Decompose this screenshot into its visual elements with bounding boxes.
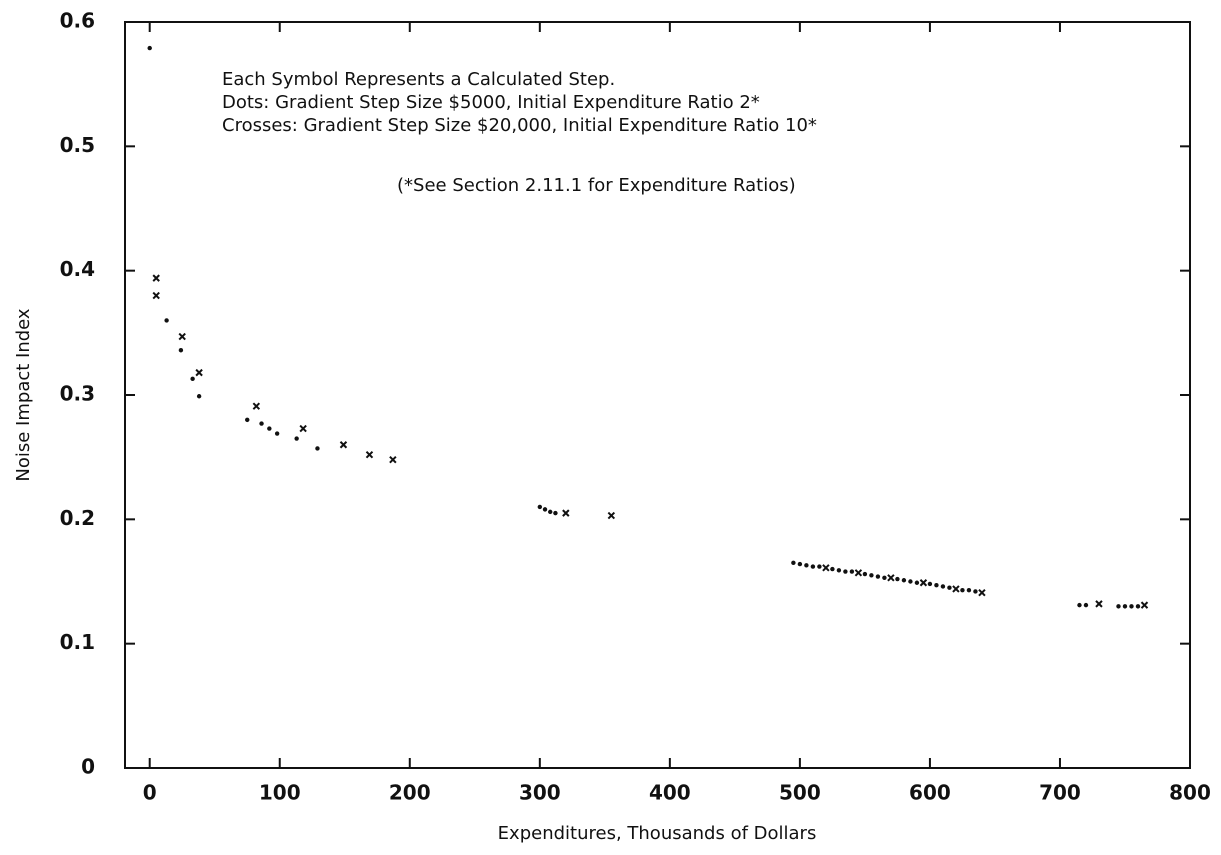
dot-marker: [1116, 604, 1121, 609]
annotation: Crosses: Gradient Step Size $20,000, Ini…: [222, 115, 817, 136]
dot-marker: [1129, 604, 1134, 609]
x-tick-label: 800: [1169, 781, 1211, 805]
dot-marker: [791, 560, 796, 566]
dot-marker: [947, 585, 952, 590]
cross-marker: [152, 274, 160, 282]
dot-marker: [966, 588, 972, 593]
y-tick-label: 0.2: [60, 506, 95, 530]
x-tick-label: 700: [1039, 781, 1081, 805]
dot-marker: [901, 578, 907, 583]
cross-marker: [299, 424, 307, 433]
y-tick-label: 0.4: [60, 257, 95, 281]
y-tick-label: 0.5: [60, 133, 95, 157]
cross-marker: [607, 511, 616, 520]
dot-marker: [810, 564, 816, 569]
y-tick-label: 0.6: [60, 9, 95, 33]
x-tick-label: 400: [649, 781, 691, 805]
x-axis-label: Expenditures, Thousands of Dollars: [498, 823, 817, 844]
dot-marker: [178, 348, 184, 353]
dot-marker: [869, 573, 874, 578]
dot-marker: [882, 575, 887, 580]
dot-marker: [190, 376, 195, 382]
dot-marker: [830, 566, 835, 572]
dot-marker: [804, 563, 809, 568]
dot-marker: [908, 579, 913, 584]
dot-marker: [1122, 604, 1128, 609]
cross-marker: [887, 574, 895, 582]
dot-marker: [973, 589, 978, 594]
dot-marker: [836, 568, 842, 573]
cross-marker: [1140, 601, 1149, 609]
dot-marker: [542, 507, 548, 512]
x-tick-label: 500: [779, 781, 821, 805]
cross-marker: [1095, 600, 1103, 608]
dot-marker: [914, 580, 920, 585]
cross-marker: [919, 579, 928, 587]
cross-marker: [178, 332, 186, 341]
cross-marker: [152, 291, 160, 300]
dot-marker: [196, 394, 202, 399]
dot-marker: [934, 583, 939, 588]
dot-marker: [895, 576, 900, 582]
dot-marker: [267, 426, 272, 431]
dot-marker: [797, 561, 803, 567]
dot-marker: [843, 569, 848, 574]
dot-marker: [849, 569, 855, 574]
annotation: Dots: Gradient Step Size $5000, Initial …: [222, 92, 760, 113]
y-tick-label: 0.3: [60, 382, 95, 406]
cross-marker: [389, 455, 397, 464]
dot-marker: [1077, 602, 1082, 608]
dot-marker: [537, 504, 543, 510]
x-tick-label: 600: [909, 781, 951, 805]
dot-marker: [553, 510, 558, 516]
dot-marker: [875, 574, 881, 579]
cross-marker: [562, 509, 570, 517]
dot-marker: [940, 584, 946, 589]
cross-marker: [854, 569, 863, 577]
dot-marker: [245, 417, 250, 423]
y-tick-label: 0.1: [60, 630, 95, 654]
cross-marker: [339, 441, 348, 449]
cross-marker: [195, 368, 203, 377]
x-tick-label: 200: [389, 781, 431, 805]
dot-marker: [817, 564, 822, 569]
dot-marker: [862, 571, 868, 577]
annotation: (*See Section 2.11.1 for Expenditure Rat…: [397, 175, 796, 196]
y-axis-label: Noise Impact Index: [13, 308, 34, 482]
dot-marker: [164, 318, 169, 323]
dot-marker: [274, 431, 280, 436]
cross-marker: [822, 564, 830, 572]
dot-marker: [294, 436, 299, 441]
dot-marker: [548, 509, 553, 515]
cross-marker: [952, 585, 960, 593]
cross-marker: [978, 588, 986, 597]
annotation: Each Symbol Represents a Calculated Step…: [222, 69, 615, 90]
dot-marker: [927, 581, 933, 587]
x-tick-label: 0: [143, 781, 157, 805]
dot-marker: [1083, 602, 1089, 608]
dot-marker: [960, 588, 965, 593]
dot-marker: [147, 45, 152, 51]
x-tick-label: 100: [259, 781, 301, 805]
cross-marker: [252, 402, 261, 410]
dot-marker: [1135, 604, 1141, 609]
cross-marker: [365, 450, 374, 459]
y-tick-label: 0: [81, 755, 95, 779]
dot-marker: [259, 421, 264, 426]
x-tick-label: 300: [519, 781, 561, 805]
dot-marker: [315, 446, 320, 451]
